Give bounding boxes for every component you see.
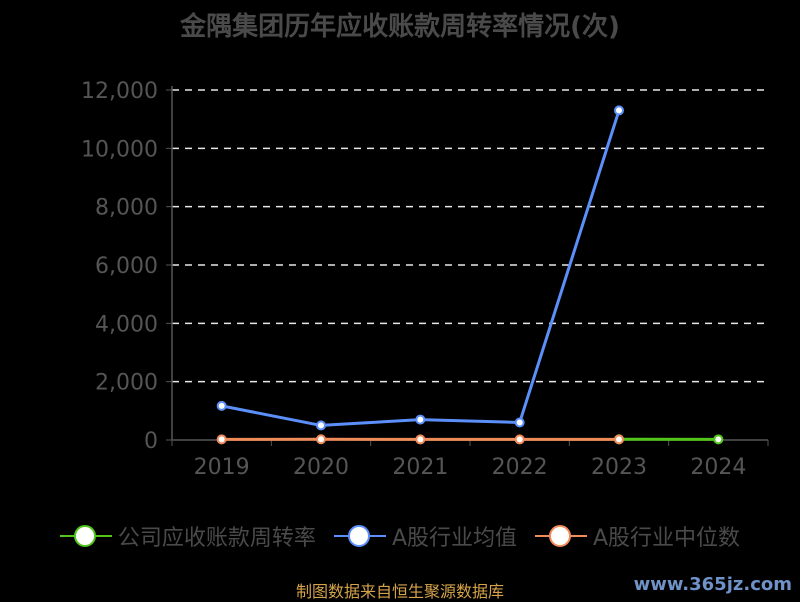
legend-item-company[interactable]: 公司应收账款周转率 (60, 520, 316, 552)
x-tick-label: 2024 (690, 455, 746, 480)
series-line (222, 110, 619, 425)
data-point (516, 435, 524, 443)
legend-label: A股行业均值 (392, 520, 517, 552)
legend-item-industry-mean[interactable]: A股行业均值 (334, 520, 517, 552)
legend-label: 公司应收账款周转率 (118, 520, 316, 552)
data-point (317, 435, 325, 443)
data-point (416, 435, 424, 443)
legend-item-industry-median[interactable]: A股行业中位数 (535, 520, 740, 552)
x-tick-label: 2020 (293, 455, 349, 480)
data-point (615, 435, 623, 443)
watermark: www.365jz.com (634, 574, 792, 595)
data-point (317, 421, 325, 429)
y-tick-label: 2,000 (95, 371, 158, 396)
data-point (615, 106, 623, 114)
x-tick-label: 2023 (591, 455, 647, 480)
y-tick-label: 0 (144, 429, 158, 454)
y-axis-ticks: 0 2,000 4,000 6,000 8,000 10,000 12,000 (81, 79, 172, 454)
x-tick-label: 2021 (392, 455, 448, 480)
data-point (218, 402, 226, 410)
y-tick-label: 10,000 (81, 137, 158, 162)
y-tick-label: 4,000 (95, 312, 158, 337)
y-tick-label: 12,000 (81, 79, 158, 104)
data-point (218, 435, 226, 443)
data-point (416, 416, 424, 424)
y-tick-label: 8,000 (95, 196, 158, 221)
series-group (218, 106, 723, 443)
axes (172, 86, 768, 440)
data-point (516, 419, 524, 427)
legend-marker-icon (535, 524, 587, 548)
legend-label: A股行业中位数 (593, 520, 740, 552)
data-point (714, 435, 722, 443)
x-axis-ticks: 2019 2020 2021 2022 2023 2024 (172, 440, 768, 480)
grid-lines (172, 90, 768, 382)
x-tick-label: 2019 (194, 455, 250, 480)
legend-marker-icon (60, 524, 112, 548)
legend: 公司应收账款周转率 A股行业均值 A股行业中位数 (0, 520, 800, 552)
legend-marker-icon (334, 524, 386, 548)
y-tick-label: 6,000 (95, 254, 158, 279)
x-tick-label: 2022 (492, 455, 548, 480)
